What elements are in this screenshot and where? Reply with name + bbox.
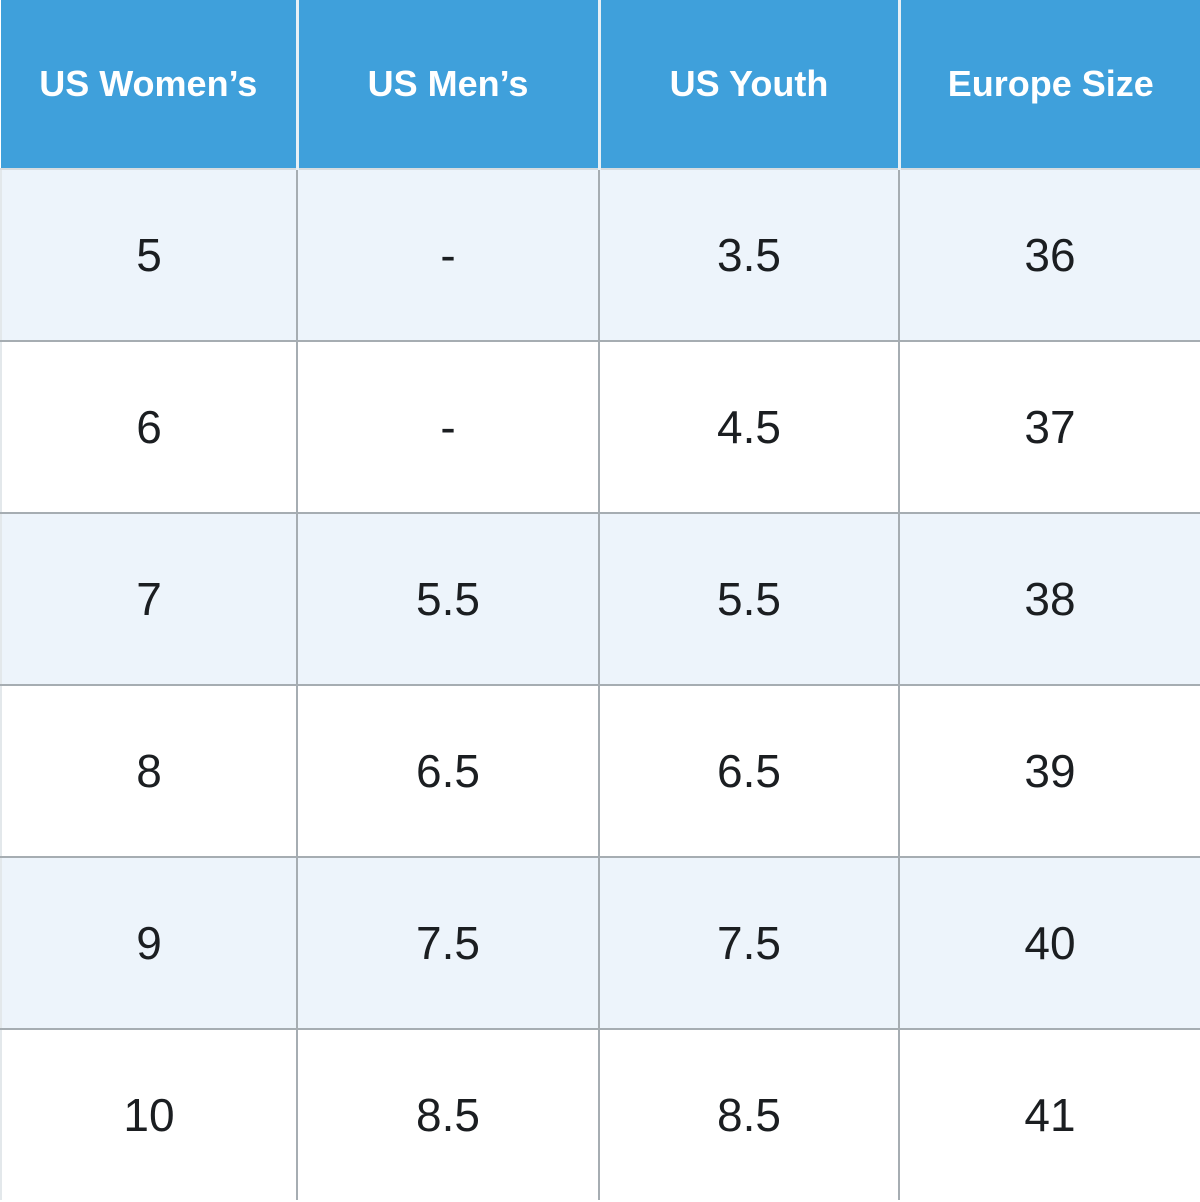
- table-row: 10 8.5 8.5 41: [0, 1028, 1200, 1202]
- table-row: 8 6.5 6.5 39: [0, 684, 1200, 858]
- column-header-us-youth: US Youth: [597, 0, 899, 170]
- table-cell: 7: [0, 512, 298, 686]
- table-cell: 10: [0, 1028, 298, 1202]
- table-cell: 8.5: [598, 1028, 900, 1202]
- table-cell: 40: [898, 856, 1200, 1030]
- table-row: 9 7.5 7.5 40: [0, 856, 1200, 1030]
- column-header-us-mens: US Men’s: [295, 0, 599, 170]
- column-header-us-womens: US Women’s: [1, 0, 297, 170]
- table-cell: 7.5: [598, 856, 900, 1030]
- table-cell: 9: [0, 856, 298, 1030]
- column-header-europe-size: Europe Size: [897, 0, 1200, 170]
- table-cell: 36: [898, 168, 1200, 342]
- table-cell: 6.5: [296, 684, 600, 858]
- table-row: 6 - 4.5 37: [0, 340, 1200, 514]
- table-cell: 5.5: [296, 512, 600, 686]
- table-cell: 38: [898, 512, 1200, 686]
- table-cell: 6: [0, 340, 298, 514]
- table-cell: 39: [898, 684, 1200, 858]
- table-row: 7 5.5 5.5 38: [0, 512, 1200, 686]
- table-cell: -: [296, 168, 600, 342]
- table-cell: -: [296, 340, 600, 514]
- header-row: US Women’s US Men’s US Youth Europe Size: [1, 0, 1200, 170]
- table-cell: 8.5: [296, 1028, 600, 1202]
- table-cell: 5.5: [598, 512, 900, 686]
- table-cell: 4.5: [598, 340, 900, 514]
- table-cell: 7.5: [296, 856, 600, 1030]
- table-row: 5 - 3.5 36: [0, 168, 1200, 342]
- table-cell: 37: [898, 340, 1200, 514]
- table-cell: 5: [0, 168, 298, 342]
- table-cell: 6.5: [598, 684, 900, 858]
- table-cell: 3.5: [598, 168, 900, 342]
- table-cell: 8: [0, 684, 298, 858]
- table-cell: 41: [898, 1028, 1200, 1202]
